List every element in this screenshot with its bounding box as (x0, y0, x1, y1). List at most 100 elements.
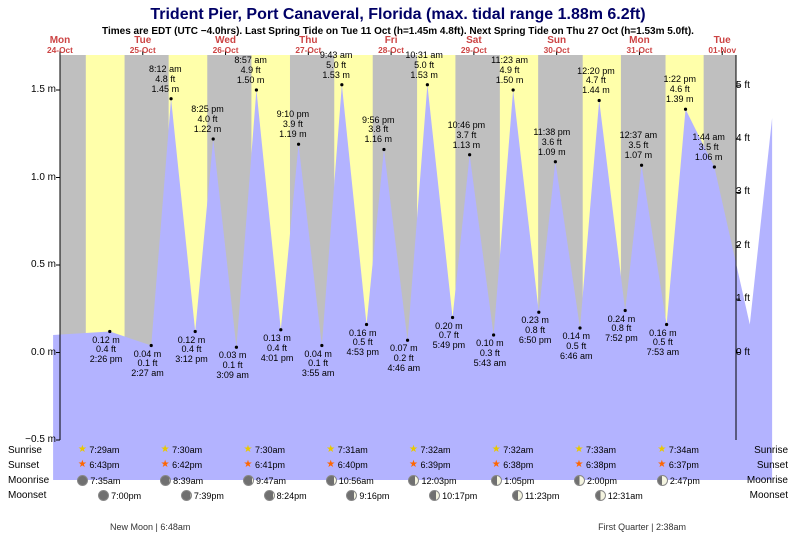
sunrise-item: ★7:30am (243, 445, 285, 455)
low-tide-dot (365, 323, 368, 326)
high-tide-dot (382, 148, 385, 151)
moonset-time: 10:17pm (442, 491, 477, 501)
sun-icon: ★ (243, 460, 253, 470)
sunrise-row-label: Sunrise (754, 445, 788, 456)
high-tide-label: 12:37 am3.5 ft1.07 m (620, 131, 658, 161)
moon-phase-icon (264, 490, 275, 501)
moonset-item: 11:23pm (512, 490, 559, 501)
moonset-row-label: Moonset (8, 490, 46, 501)
x-axis-tick: Tue01-Nov (692, 35, 752, 55)
low-tide-dot (665, 323, 668, 326)
moonrise-time: 2:47pm (670, 476, 700, 486)
high-tide-dot (426, 83, 429, 86)
moonrise-item: 9:47am (243, 475, 286, 486)
moon-phase-icon (243, 475, 254, 486)
moonset-item: 12:31am (595, 490, 643, 501)
sun-icon: ★ (77, 460, 87, 470)
low-tide-dot (624, 309, 627, 312)
high-tide-label: 8:57 am4.9 ft1.50 m (234, 56, 267, 86)
moon-phase-icon (181, 490, 192, 501)
sunrise-item: ★7:29am (77, 445, 119, 455)
sun-icon: ★ (574, 460, 584, 470)
moonrise-time: 12:03pm (421, 476, 456, 486)
sun-icon: ★ (160, 445, 170, 455)
moonrise-time: 10:56am (339, 476, 374, 486)
low-tide-label: 0.24 m0.8 ft7:52 pm (605, 315, 638, 345)
sunset-time: 6:43pm (89, 460, 119, 470)
y-axis-left-tick: 0.0 m (16, 347, 56, 358)
moonrise-time: 8:39am (173, 476, 203, 486)
tide-chart: −0.5 m0.0 m0.5 m1.0 m1.5 m0 ft1 ft2 ft3 … (60, 55, 736, 440)
moonset-time: 12:31am (608, 491, 643, 501)
low-tide-dot (279, 328, 282, 331)
moon-phase-icon (408, 475, 419, 486)
low-tide-dot (150, 344, 153, 347)
moonrise-item: 7:35am (77, 475, 120, 486)
sunrise-row-label: Sunrise (8, 445, 42, 456)
sunset-time: 6:42pm (172, 460, 202, 470)
sunset-time: 6:39pm (420, 460, 450, 470)
high-tide-dot (640, 164, 643, 167)
high-tide-dot (554, 160, 557, 163)
low-tide-dot (537, 311, 540, 314)
moonrise-time: 1:05pm (504, 476, 534, 486)
high-tide-label: 11:38 pm3.6 ft1.09 m (533, 128, 570, 158)
moonrise-row-label: Moonrise (747, 475, 788, 486)
moonset-row-label: Moonset (750, 490, 788, 501)
high-tide-label: 10:31 am5.0 ft1.53 m (405, 51, 443, 81)
sunrise-time: 7:30am (172, 445, 202, 455)
sunset-row-label: Sunset (757, 460, 788, 471)
high-tide-label: 10:46 pm3.7 ft1.13 m (448, 121, 486, 151)
low-tide-label: 0.07 m0.2 ft4:46 am (388, 344, 421, 374)
moon-phase-icon (346, 490, 357, 501)
sunrise-item: ★7:30am (160, 445, 202, 455)
moonrise-time: 7:35am (90, 476, 120, 486)
moonset-item: 8:24pm (264, 490, 307, 501)
high-tide-dot (468, 153, 471, 156)
y-axis-right-tick: 3 ft (736, 186, 776, 197)
sun-icon: ★ (491, 445, 501, 455)
y-axis-right-tick: 1 ft (736, 293, 776, 304)
low-tide-dot (194, 330, 197, 333)
sunset-time: 6:41pm (255, 460, 285, 470)
moonset-item: 7:00pm (98, 490, 141, 501)
sunrise-time: 7:34am (669, 445, 699, 455)
high-tide-label: 1:22 pm4.6 ft1.39 m (664, 75, 697, 105)
low-tide-dot (451, 316, 454, 319)
high-tide-dot (512, 88, 515, 91)
sun-icon: ★ (657, 445, 667, 455)
sun-icon: ★ (243, 445, 253, 455)
moon-phase-icon (512, 490, 523, 501)
low-tide-label: 0.03 m0.1 ft3:09 am (216, 351, 249, 381)
sunset-item: ★6:42pm (160, 460, 202, 470)
high-tide-label: 8:12 am4.8 ft1.45 m (149, 65, 182, 95)
low-tide-dot (406, 339, 409, 342)
moonset-time: 7:00pm (111, 491, 141, 501)
sunrise-item: ★7:32am (491, 445, 533, 455)
y-axis-right-tick: 5 ft (736, 80, 776, 91)
sunrise-time: 7:32am (503, 445, 533, 455)
high-tide-dot (598, 99, 601, 102)
sunset-item: ★6:37pm (657, 460, 699, 470)
high-tide-dot (297, 143, 300, 146)
sunrise-time: 7:33am (586, 445, 616, 455)
moon-phase-icon (595, 490, 606, 501)
sunrise-time: 7:30am (255, 445, 285, 455)
moonrise-item: 8:39am (160, 475, 203, 486)
sunset-time: 6:40pm (338, 460, 368, 470)
moon-phase-icon (98, 490, 109, 501)
low-tide-dot (492, 333, 495, 336)
moon-phase-icon (326, 475, 337, 486)
sunset-item: ★6:39pm (408, 460, 450, 470)
moonset-item: 10:17pm (429, 490, 477, 501)
sunset-item: ★6:38pm (491, 460, 533, 470)
sun-icon: ★ (326, 445, 336, 455)
high-tide-dot (212, 137, 215, 140)
low-tide-dot (108, 330, 111, 333)
moon-phase-icon (160, 475, 171, 486)
sunrise-time: 7:29am (89, 445, 119, 455)
high-tide-label: 9:43 am5.0 ft1.53 m (320, 51, 353, 81)
sunset-row-label: Sunset (8, 460, 39, 471)
moonrise-row-label: Moonrise (8, 475, 49, 486)
high-tide-label: 8:25 pm4.0 ft1.22 m (191, 105, 224, 135)
